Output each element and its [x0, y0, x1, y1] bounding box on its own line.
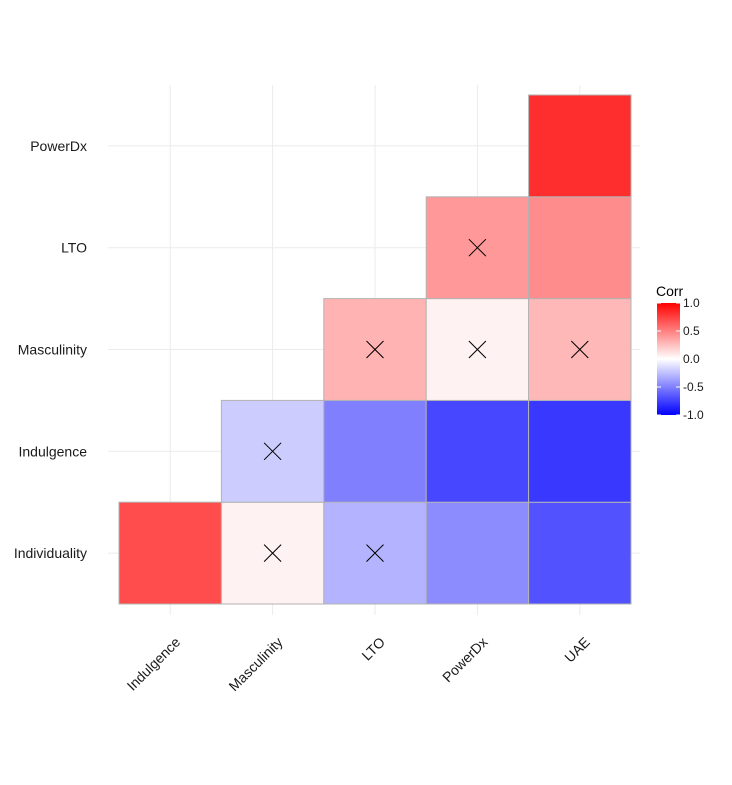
x-tick-label: LTO [358, 634, 388, 664]
insignificant-x-marker [468, 340, 487, 359]
x-axis-tick-labels: Indulgence Masculinity LTO PowerDx UAE [124, 634, 593, 694]
legend-ticks: 1.0 0.5 0.0 -0.5 -1.0 [657, 296, 704, 422]
y-tick-label: Individuality [14, 545, 87, 561]
x-tick-label: Masculinity [225, 634, 285, 694]
heatmap-cell [528, 94, 632, 198]
x-tick-label: PowerDx [439, 634, 490, 685]
legend-tick-label: -0.5 [683, 380, 704, 394]
x-tick-label: UAE [561, 634, 593, 666]
legend-colorbar [657, 303, 680, 415]
heatmap-cell [425, 399, 530, 503]
legend-tick-label: 1.0 [683, 296, 700, 310]
legend-tick-label: 0.5 [683, 324, 700, 338]
insignificant-x-marker [263, 544, 282, 562]
y-tick-label: Indulgence [18, 443, 87, 459]
heatmap-cell [528, 399, 632, 503]
y-tick-label: Masculinity [18, 342, 87, 358]
y-axis-tick-labels: Individuality Indulgence Masculinity LTO Pow… [14, 138, 87, 561]
heatmap-cell [118, 501, 222, 605]
heatmap-cell [528, 501, 632, 605]
heatmap-cell [323, 399, 427, 503]
color-legend: Corr 1.0 0.5 0.0 -0.5 -1.0 [656, 283, 704, 422]
legend-tick-label: 0.0 [683, 352, 700, 366]
legend-tick-label: -1.0 [683, 408, 704, 422]
insignificant-x-marker [263, 442, 282, 461]
insignificant-x-marker [570, 340, 589, 359]
heatmap-cell [425, 501, 530, 605]
legend-title: Corr [656, 283, 684, 299]
heatmap-cell [528, 196, 632, 300]
x-tick-label: Indulgence [124, 634, 184, 694]
insignificant-x-marker [366, 340, 384, 359]
insignificant-x-marker [366, 544, 384, 562]
insignificant-x-marker [468, 238, 487, 257]
y-tick-label: LTO [61, 240, 87, 256]
y-tick-label: PowerDx [30, 138, 87, 154]
insignificance-markers [263, 238, 589, 562]
